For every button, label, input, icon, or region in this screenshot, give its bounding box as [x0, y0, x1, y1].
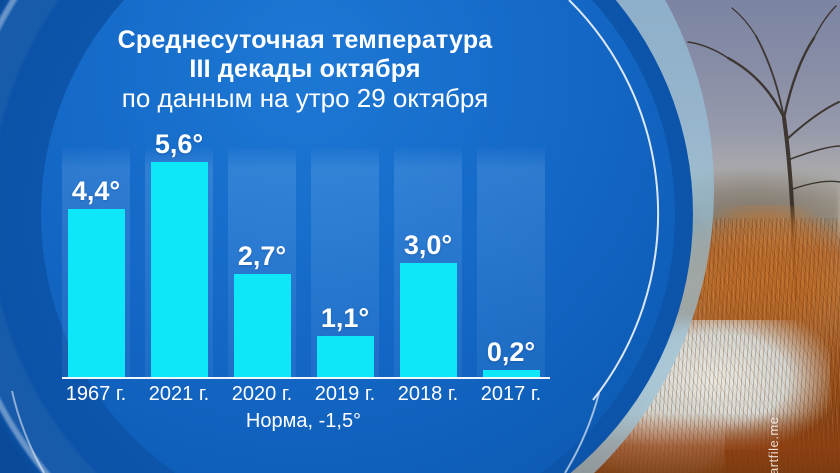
- x-axis-label: 1967 г.: [65, 383, 127, 405]
- chart-columns: 4,4° 1967 г. 5,6° 2021 г. 2,7° 2020 г. 1,1° 201…: [62, 131, 545, 404]
- bar: [399, 262, 457, 378]
- chart-column: 2,7° 2020 г.: [228, 148, 296, 404]
- title-line-3: по данным на утро 29 октября: [121, 83, 489, 113]
- bar: [482, 370, 540, 378]
- x-axis-label: 2020 г.: [231, 383, 293, 405]
- x-axis-label: 2019 г.: [314, 383, 376, 405]
- bar-value-label: 3,0°: [403, 229, 453, 260]
- bar-value-label: 1,1°: [320, 302, 370, 333]
- chart-column: 3,0° 2018 г.: [394, 148, 462, 404]
- bar-value-label: 2,7°: [237, 241, 287, 272]
- bar: [316, 335, 374, 378]
- photo-watermark: artfile.me: [766, 416, 781, 473]
- bar-value-label: 5,6°: [154, 129, 204, 160]
- bar: [233, 274, 291, 378]
- chart-column: 1,1° 2019 г.: [311, 148, 379, 404]
- norm-label: Норма, -1,5°: [245, 410, 362, 432]
- bar: [67, 208, 125, 378]
- chart-column: 5,6° 2021 г.: [145, 131, 213, 404]
- chart-title-block: Среднесуточная температура III декады ок…: [15, 26, 595, 113]
- bar-value-label: 4,4°: [71, 175, 121, 206]
- title-line-1: Среднесуточная температура: [117, 26, 493, 54]
- x-axis-label: 2017 г.: [480, 383, 542, 405]
- title-line-2: III декады октября: [189, 55, 421, 83]
- chart-column: 0,2° 2017 г.: [477, 148, 545, 404]
- x-axis-label: 2021 г.: [148, 383, 210, 405]
- x-axis-label: 2018 г.: [397, 383, 459, 405]
- chart-column: 4,4° 1967 г.: [62, 148, 130, 404]
- x-axis-line: [62, 377, 550, 379]
- bar-value-label: 0,2°: [486, 337, 536, 368]
- bar: [150, 162, 208, 378]
- bar-track: [477, 148, 545, 378]
